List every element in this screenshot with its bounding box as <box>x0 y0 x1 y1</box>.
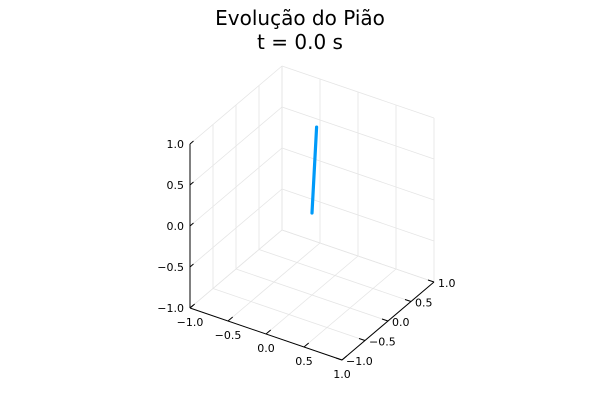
gridline <box>235 268 389 322</box>
y-tick <box>427 279 435 283</box>
gridline <box>281 147 435 201</box>
z-tick-label: −0.5 <box>157 261 184 274</box>
y-tick-label: 0.0 <box>392 316 410 329</box>
x-tick <box>265 329 272 335</box>
y-tick-label: −1.0 <box>346 355 373 368</box>
gridline <box>281 229 435 283</box>
x-tick-label: 0.0 <box>257 342 275 355</box>
gridline <box>281 65 435 119</box>
z-tick-label: 0.0 <box>167 220 185 233</box>
gridline <box>258 249 412 302</box>
z-tick-label: 1.0 <box>167 138 185 151</box>
y-tick <box>335 357 343 361</box>
x-tick-label: −1.0 <box>177 316 204 329</box>
gridline <box>281 188 435 242</box>
x-tick <box>303 342 310 348</box>
gridline <box>189 65 283 145</box>
gridline <box>189 229 283 309</box>
x-tick <box>227 316 234 322</box>
gridline <box>212 288 366 341</box>
gridline <box>189 188 283 268</box>
y-tick <box>358 338 366 341</box>
z-tick-label: −1.0 <box>157 302 184 315</box>
x-tick-label: 1.0 <box>333 368 351 381</box>
chart-subtitle: t = 0.0 s <box>257 30 343 54</box>
x-tick <box>341 355 348 361</box>
y-tick <box>381 318 389 322</box>
z-tick <box>189 304 194 309</box>
x-tick-label: −0.5 <box>215 329 242 342</box>
z-tick-label: 0.5 <box>167 179 185 192</box>
z-tick <box>189 140 194 145</box>
series-line <box>310 125 319 215</box>
y-tick-label: −0.5 <box>369 336 396 349</box>
y-tick-label: 1.0 <box>438 277 456 290</box>
z-tick <box>189 181 194 186</box>
z-tick <box>189 222 194 227</box>
y-tick <box>404 299 412 302</box>
z-tick <box>189 263 194 268</box>
y-tick-label: 0.5 <box>415 297 433 310</box>
gridline <box>281 106 435 160</box>
gridline <box>189 147 283 227</box>
chart-title: Evolução do Pião <box>215 6 385 30</box>
gridline <box>189 106 283 186</box>
x-tick-label: 0.5 <box>295 355 313 368</box>
